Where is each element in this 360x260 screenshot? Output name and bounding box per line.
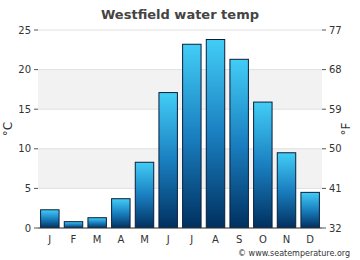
y-tick-label: 25 [18,25,31,36]
y2-tick-label: 77 [329,25,342,36]
y-axis-label: °C [1,122,15,136]
y2-tick [322,228,326,229]
y-tick [34,228,38,229]
y2-tick [322,188,326,189]
bars [41,40,320,228]
bar [183,44,201,228]
y2-tick [322,109,326,110]
y2-tick-label: 32 [329,223,342,234]
x-tick-label: O [259,234,267,245]
y-tick [34,69,38,70]
y2-axis-label: °F [339,122,353,135]
bar [41,210,59,228]
y2-tick-label: 68 [329,64,342,75]
x-tick-label: M [140,234,149,245]
x-tick-label: S [236,234,242,245]
bar [301,192,319,228]
y-tick [34,109,38,110]
x-axis [38,228,322,229]
y-tick [34,148,38,149]
grid-line [38,109,322,110]
x-tick-label: D [306,234,314,245]
y2-tick-label: 50 [329,143,342,154]
grid-line [38,148,322,149]
y-tick-label: 10 [18,143,31,154]
grid-band [38,70,322,110]
x-tick-label: F [71,234,77,245]
grid-line [38,30,322,31]
bar [230,59,248,228]
bar [206,40,224,228]
bar [135,162,153,228]
bar [277,153,295,228]
y2-tick [322,30,326,31]
grid-line [38,228,322,229]
chart-svg: 0 5 10 15 20 25 32 41 50 59 68 77 J F M A M J J A S O N D Westfi… [0,0,360,260]
bar [112,199,130,228]
chart-container: 0 5 10 15 20 25 32 41 50 59 68 77 J F M A M J J A S O N D Westfi… [0,0,360,260]
x-tick-label: J [166,234,170,245]
bar [159,93,177,228]
grid [38,30,322,228]
y-tick-label: 0 [25,223,31,234]
x-tick-label: J [47,234,51,245]
y2-tick-label: 41 [329,183,342,194]
grid-line [38,69,322,70]
x-tick-label: A [212,234,219,245]
bar [254,102,272,228]
bar [88,218,106,228]
title: Westfield water temp [101,7,259,22]
x-tick-label: M [93,234,102,245]
y-tick-label: 15 [18,104,31,115]
y2-tick [322,148,326,149]
x-tick-label: A [117,234,124,245]
y-tick [34,30,38,31]
source: © www.seatemperature.org [238,249,350,258]
y-tick-label: 20 [18,64,31,75]
y2-tick [322,69,326,70]
x-tick-label: N [283,234,290,245]
y-tick [34,188,38,189]
x-tick-label: J [189,234,193,245]
y2-tick-label: 59 [329,104,342,115]
bar [64,222,82,228]
y-tick-label: 5 [25,183,31,194]
